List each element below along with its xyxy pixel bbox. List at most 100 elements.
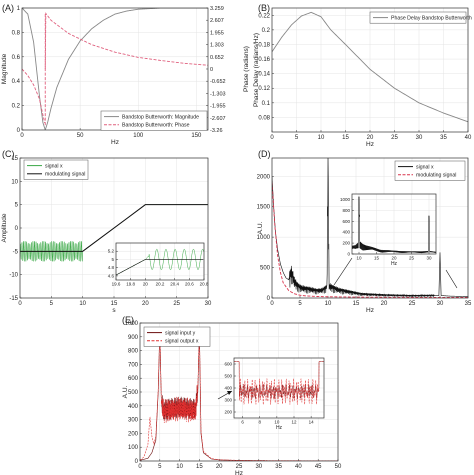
x-tick-label: 10 [79, 301, 86, 307]
y-tick-label: -15 [9, 296, 18, 302]
legend-box [394, 160, 466, 181]
y-tick-label: 0.18 [258, 42, 270, 48]
legend-label: signal output x [165, 339, 199, 345]
y-axis-label: A.U. [122, 385, 129, 398]
x-tick-label: 19.6 [112, 282, 121, 287]
y-tick-label: 1 [17, 6, 21, 12]
y-tick-label: 900 [128, 335, 139, 341]
inset-pointer [333, 257, 353, 286]
x-tick-label: 12 [291, 420, 297, 425]
panel-label: (B) [258, 3, 270, 13]
x-tick-label: 30 [426, 256, 432, 261]
y-tick-right-label: -3.26 [210, 128, 223, 134]
axes-border [351, 193, 437, 255]
inset-x-label: Hz [276, 425, 283, 431]
x-tick-label: 10 [274, 420, 280, 425]
x-tick-label: 14 [309, 420, 315, 425]
x-tick-label: 150 [191, 133, 202, 139]
x-axis-label: Hz [366, 141, 374, 148]
x-tick-label: 20.6 [185, 282, 194, 287]
inset-modulating-line [116, 259, 204, 276]
axes-border [139, 322, 339, 462]
inset-signal-line [352, 196, 436, 254]
x-tick-label: 20.2 [156, 282, 165, 287]
y-tick-label: 200 [128, 431, 139, 437]
x-tick-label: 35 [465, 301, 472, 307]
inset-x-label: Hz [391, 261, 398, 267]
x-tick-label: 5 [158, 464, 162, 470]
y-tick-label: 0.12 [258, 86, 270, 92]
x-tick-label: 30 [437, 301, 444, 307]
axes-border [115, 242, 205, 281]
panel-label: (E) [122, 315, 134, 325]
magnitude-line [22, 8, 208, 130]
y-tick-label: 10 [11, 179, 18, 185]
y-tick-label: 2000 [257, 174, 271, 180]
y-axis-label: Magnitude [1, 53, 8, 84]
x-axis-label: s [112, 307, 116, 314]
x-tick-label: 20 [216, 464, 223, 470]
legend-label: Phase Delay Bandstop Butterworth [391, 15, 472, 21]
x-tick-label: 5 [295, 135, 299, 141]
x-tick-label: 5 [298, 301, 302, 307]
y-tick-label: 0 [15, 226, 19, 232]
y-tick-label: 400 [224, 386, 232, 391]
x-tick-label: 15 [111, 301, 118, 307]
y-tick-right-label: 1.303 [210, 43, 224, 49]
x-tick-label: 8 [258, 420, 261, 425]
inset-pointer [445, 269, 458, 289]
x-tick-label: 25 [409, 256, 415, 261]
signal-x-line [272, 158, 468, 298]
x-tick-label: 20 [142, 301, 149, 307]
y-tick-label: 600 [342, 219, 350, 224]
modulating-line [20, 204, 208, 252]
y-tick-label: 0 [347, 252, 350, 257]
y-tick-label: 5 [15, 203, 19, 209]
x-tick-label: 20.4 [170, 282, 179, 287]
legend-box [23, 159, 89, 180]
x-tick-label: 35 [275, 464, 282, 470]
modulating-line [272, 182, 468, 298]
y-tick-label: 0.2 [262, 28, 271, 34]
x-tick-label: 45 [315, 464, 322, 470]
x-tick-label: 0 [138, 464, 142, 470]
panel-d: (D)0 5 10 15 20 25 30 350500100015002000HzA.U.s… [257, 149, 472, 314]
legend-box [100, 110, 208, 131]
y-tick-label: 0.16 [258, 57, 270, 63]
y-tick-right-label: -0.652 [210, 79, 226, 85]
panel-label: (C) [2, 149, 15, 159]
x-axis-label: Hz [366, 307, 374, 314]
y-tick-label: 0 [135, 459, 139, 465]
y-tick-label: 0 [267, 296, 271, 302]
x-tick-label: 40 [295, 464, 302, 470]
x-tick-label: 30 [255, 464, 262, 470]
y-tick-label: 500 [128, 390, 139, 396]
y-axis-label: Phase Delay (radians/Hz) [253, 33, 260, 107]
legend-label: modulating signal [45, 172, 85, 178]
legend-label: modulating signal [416, 173, 456, 179]
inset-pointer-head [227, 391, 232, 395]
x-tick-label: 35 [440, 135, 447, 141]
panel-c: (C)0 5 10 15 20 25 30-15-10-5051015sAmplitudes… [1, 149, 212, 314]
y-tick-label: 4.6 [108, 273, 115, 278]
y-axis-label: Amplitude [1, 213, 8, 242]
x-tick-label: 30 [416, 135, 423, 141]
panel-b: (B) 0 5 10 15 20 25 30 35 40 0.08 0.1 0.12 0.14 0.16 0.… [253, 3, 472, 148]
phase-line [22, 68, 46, 124]
y-tick-label: 1000 [125, 321, 139, 327]
axes-border [271, 157, 469, 299]
y-tick-label: 0.2 [12, 104, 21, 110]
y-tick-label: 300 [224, 398, 232, 403]
x-tick-label: 10 [176, 464, 183, 470]
x-tick-label: 50 [335, 464, 342, 470]
y-axis-label: A.U. [257, 221, 264, 234]
legend-label: signal input y [165, 330, 196, 336]
y-tick-label: 5 [111, 257, 114, 262]
y-tick-label: -5 [13, 249, 19, 255]
y-tick-label: 0.1 [262, 101, 271, 107]
x-tick-label: 15 [196, 464, 203, 470]
y-tick-label: 0.08 [258, 115, 270, 121]
y-tick-right-label: -1.955 [210, 104, 226, 110]
x-axis-label: Hz [111, 139, 119, 146]
x-tick-label: 20 [367, 135, 374, 141]
